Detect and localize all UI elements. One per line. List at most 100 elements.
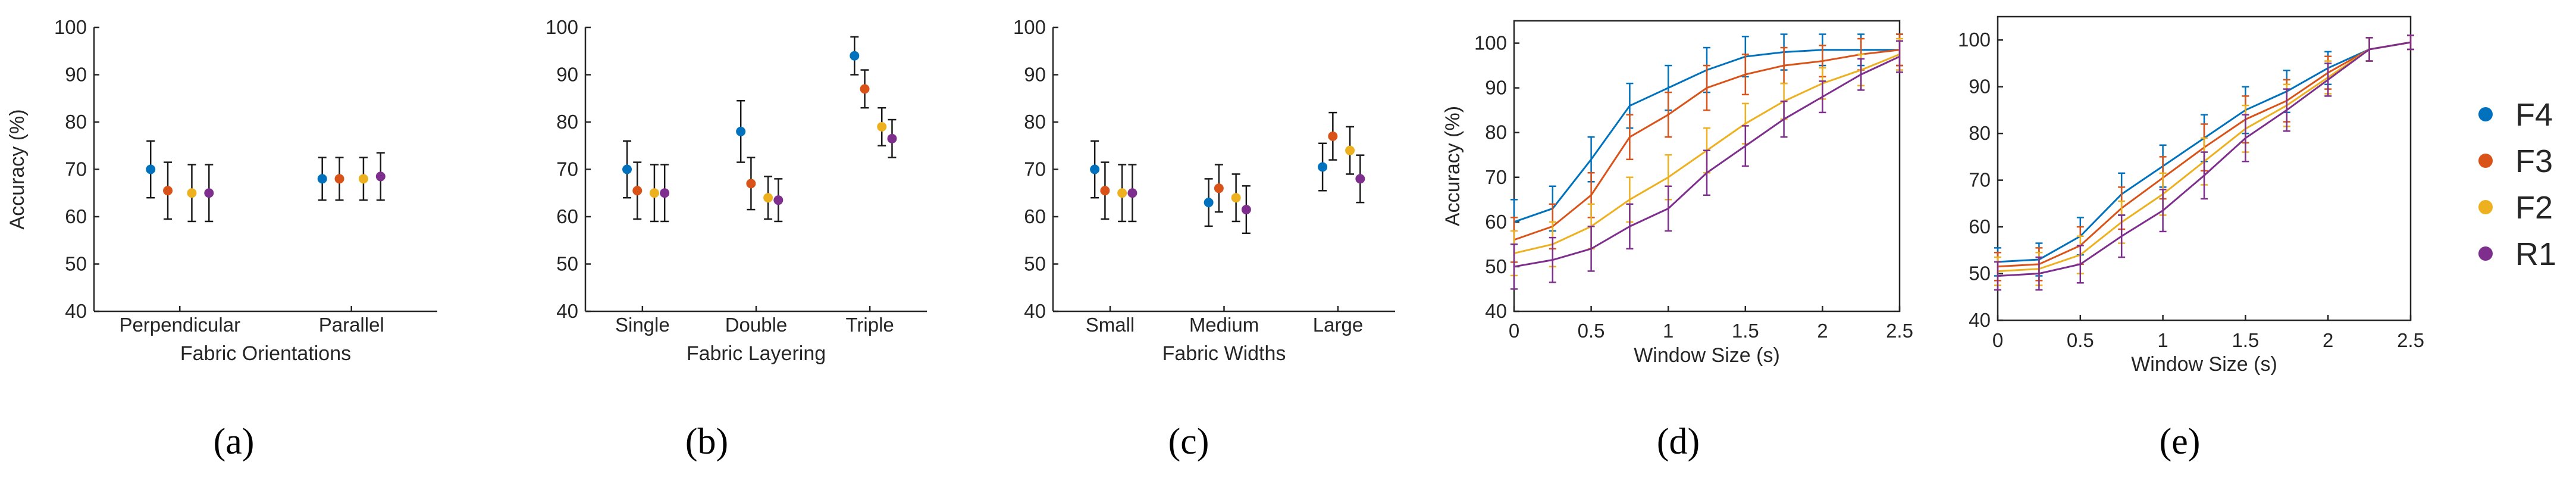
x-category-label: Large (1313, 314, 1363, 336)
chart-panel-b: 40 50 60 70 80 90 100 Single Double Triple Fabric … (546, 16, 927, 365)
data-point (1204, 198, 1214, 208)
x-tick-label: 1.5 (2232, 329, 2259, 351)
x-category-label: Single (615, 314, 670, 336)
y-tick-label: 40 (65, 300, 87, 322)
x-axis-title: Fabric Orientations (180, 342, 351, 365)
x-category-label: Medium (1189, 314, 1259, 336)
y-tick-label: 90 (65, 64, 87, 86)
data-point (736, 126, 746, 136)
x-axis-title: Window Size (s) (1634, 344, 1780, 367)
y-tick-label: 100 (1013, 16, 1046, 38)
y-tick-label: 40 (1024, 300, 1046, 322)
legend-entry-f4: F4 (2478, 97, 2553, 133)
chart-panel-c: 40 50 60 70 80 90 100 Small Medium Large Fabric Wi… (1013, 16, 1395, 365)
data-point (632, 186, 643, 196)
x-category-label: Small (1086, 314, 1135, 336)
x-tick-label: 2 (1817, 320, 1828, 342)
series-f2 (649, 107, 887, 223)
series-r1 (1510, 40, 1903, 290)
y-tick-label: 90 (1024, 64, 1046, 86)
panel-label: (b) (685, 421, 728, 462)
legend-label: F2 (2515, 190, 2553, 226)
x-tick-label: 1.5 (1732, 320, 1759, 342)
y-tick-label: 100 (546, 16, 578, 38)
legend-entry-r1: R1 (2478, 236, 2556, 272)
data-point (334, 174, 344, 184)
data-point (649, 188, 659, 198)
y-tick-label: 90 (556, 64, 578, 86)
data-point (1231, 193, 1241, 203)
x-axis-title: Fabric Widths (1162, 342, 1286, 365)
panel-label: (d) (1657, 421, 1700, 462)
series-f3 (163, 157, 344, 220)
data-point (163, 186, 173, 196)
y-tick-label: 70 (1024, 158, 1046, 180)
y-axis-title: Accuracy (%) (6, 109, 29, 229)
x-category-label: Triple (845, 314, 894, 336)
data-point (1090, 164, 1100, 174)
x-tick-label: 0 (1509, 320, 1519, 342)
data-point (1117, 188, 1127, 198)
data-point (1127, 188, 1137, 198)
panel-label: (a) (214, 421, 255, 462)
legend-marker (2478, 154, 2493, 168)
x-tick-label: 1 (2157, 329, 2168, 351)
y-tick-label: 40 (1485, 300, 1507, 322)
x-tick-label: 0 (1992, 329, 2003, 351)
x-category-label: Double (725, 314, 788, 336)
y-tick-label: 70 (1485, 166, 1507, 188)
data-point (1214, 183, 1224, 193)
y-tick-label: 70 (1969, 169, 1991, 191)
series-r1 (1994, 35, 2414, 291)
y-tick-label: 60 (1969, 215, 1991, 238)
y-tick-label: 50 (65, 253, 87, 275)
axes-box (1513, 20, 1901, 313)
data-point (204, 188, 214, 198)
data-point (660, 188, 670, 198)
y-tick-label: 70 (556, 158, 578, 180)
y-tick-label: 80 (1024, 111, 1046, 133)
y-tick-label: 50 (1485, 255, 1507, 277)
series-f2 (1117, 126, 1355, 223)
x-category-label: Perpendicular (119, 314, 240, 336)
data-point (860, 84, 870, 94)
y-tick-label: 80 (65, 111, 87, 133)
panel-label: (c) (1168, 421, 1209, 462)
y-tick-label: 80 (1969, 122, 1991, 144)
legend: F4 F3 F2 R1 (2478, 97, 2556, 272)
y-tick-label: 60 (65, 205, 87, 227)
y-tick-label: 80 (1485, 121, 1507, 143)
series-r1 (204, 152, 386, 223)
data-point (1318, 162, 1328, 172)
data-point (773, 195, 784, 205)
data-point (877, 121, 887, 132)
series-f3 (1100, 111, 1338, 220)
data-point (1355, 174, 1365, 184)
legend-entry-f3: F3 (2478, 143, 2553, 179)
x-tick-label: 0.5 (1578, 320, 1605, 342)
data-point (850, 51, 860, 61)
y-tick-label: 60 (556, 205, 578, 227)
y-tick-label: 100 (1474, 32, 1507, 54)
data-point (187, 188, 197, 198)
x-tick-label: 1 (1663, 320, 1674, 342)
y-tick-label: 100 (54, 16, 87, 38)
chart-panel-a: 40 50 60 70 80 90 100 Perpendicular Parallel Fabr… (6, 16, 437, 365)
chart-panel-d: 40 50 60 70 80 90 100 0 0.5 1 1.5 2 2.5 Window Size (… (1441, 20, 1913, 367)
series-f4 (146, 140, 327, 201)
y-tick-label: 100 (1958, 29, 1991, 51)
panel-label: (e) (2160, 421, 2201, 462)
x-tick-label: 2.5 (2397, 329, 2424, 351)
data-point (763, 193, 773, 203)
y-tick-label: 50 (556, 253, 578, 275)
chart-panel-e: 40 50 60 70 80 90 100 0 0.5 1 1.5 2 2.5 Window Size (… (1958, 15, 2424, 376)
y-tick-label: 90 (1485, 77, 1507, 99)
series-r1 (660, 118, 897, 223)
data-point (146, 164, 156, 174)
data-point (1345, 145, 1355, 155)
data-point (1241, 205, 1251, 215)
axes-box (1997, 15, 2412, 321)
y-tick-label: 70 (65, 158, 87, 180)
y-axis-title: Accuracy (%) (1441, 106, 1464, 226)
